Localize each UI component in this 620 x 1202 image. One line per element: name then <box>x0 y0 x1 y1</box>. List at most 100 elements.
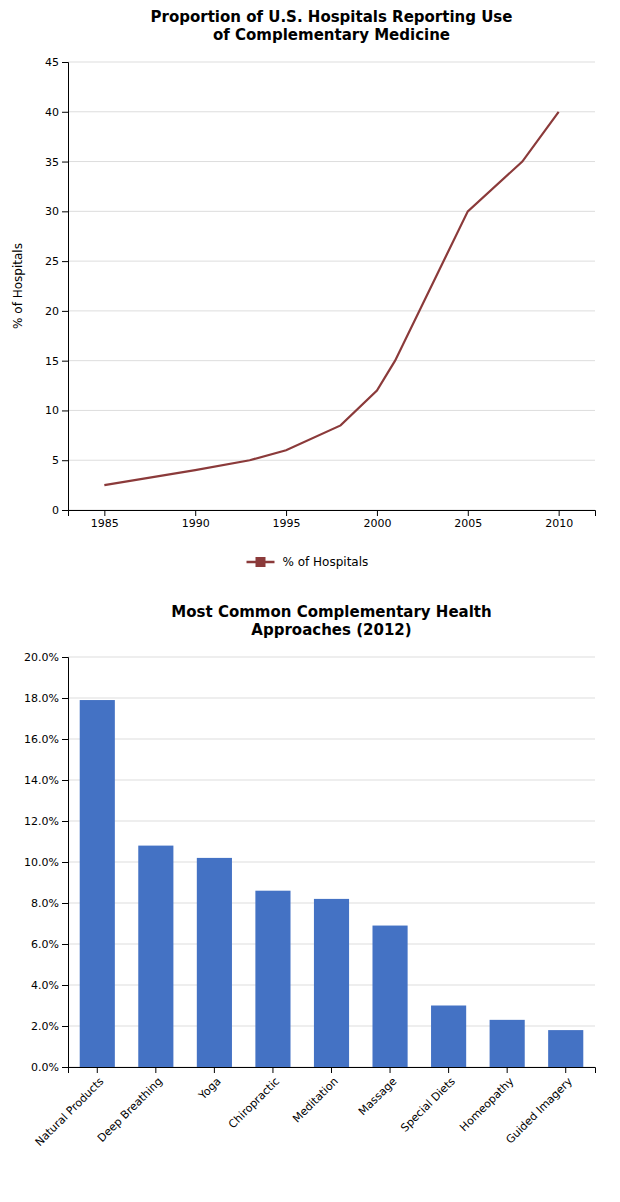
tick-mark <box>507 1067 508 1073</box>
tick-mark <box>155 1067 156 1073</box>
y-axis-tick: 10.0% <box>24 856 68 869</box>
tick-mark <box>62 985 68 986</box>
grid <box>68 657 595 1067</box>
grid-line <box>68 460 595 461</box>
tick-mark <box>62 698 68 699</box>
legend-label: % of Hospitals <box>283 555 369 569</box>
tick-label: 1985 <box>91 517 119 530</box>
tick-label: Special Diets <box>398 1075 458 1135</box>
chart-title: Proportion of U.S. Hospitals Reporting U… <box>151 8 513 44</box>
grid-line <box>68 780 595 781</box>
x-axis-tick: 2010 <box>545 510 573 530</box>
tick-mark <box>62 821 68 822</box>
chart-panel: Proportion of U.S. Hospitals Reporting U… <box>11 8 596 569</box>
tick-label: 18.0% <box>24 692 59 705</box>
tick-mark <box>62 657 68 658</box>
y-axis-tick: 2.0% <box>31 1020 68 1033</box>
tick-mark <box>565 1067 566 1073</box>
tick-mark <box>62 112 68 113</box>
grid-line <box>68 698 595 699</box>
x-axis-tick: Homeopathy <box>457 1067 517 1134</box>
tick-mark <box>62 1026 68 1027</box>
y-axis-tick: 6.0% <box>31 938 68 951</box>
y-axis-tick: 15 <box>45 355 68 368</box>
grid-line <box>68 310 595 311</box>
line <box>104 112 558 485</box>
tick-label: Massage <box>356 1075 399 1118</box>
tick-mark <box>62 903 68 904</box>
y-axis-tick: 35 <box>45 156 68 169</box>
tick-label: 8.0% <box>31 897 59 910</box>
tick-label: 25 <box>45 255 59 268</box>
grid-line <box>68 62 595 63</box>
bar <box>548 1030 583 1067</box>
grid <box>68 62 595 510</box>
tick-label: 2000 <box>363 517 391 530</box>
bar <box>372 926 407 1067</box>
y-axis-tick: 20.0% <box>24 651 68 664</box>
tick-mark <box>62 410 68 411</box>
chart-panel: Most Common Complementary HealthApproach… <box>24 603 595 1149</box>
grid-line <box>68 211 595 212</box>
tick-label: 30 <box>45 205 59 218</box>
tick-mark <box>62 261 68 262</box>
bar <box>80 700 115 1067</box>
x-axis-tick: 1985 <box>91 510 119 530</box>
plot-area: Natural ProductsDeep BreathingYogaChirop… <box>24 651 595 1149</box>
tick-label: 1990 <box>182 517 210 530</box>
x-axis-tick: 2005 <box>454 510 482 530</box>
tick-mark <box>195 510 196 516</box>
tick-mark <box>62 780 68 781</box>
tick-mark <box>62 862 68 863</box>
y-axis-tick: 4.0% <box>31 979 68 992</box>
tick-mark <box>559 510 560 516</box>
tick-mark <box>468 510 469 516</box>
x-axis: Natural ProductsDeep BreathingYogaChirop… <box>33 1067 596 1149</box>
tick-mark <box>62 1067 68 1068</box>
tick-label: 45 <box>45 56 59 69</box>
grid-line <box>68 657 595 658</box>
x-axis-line <box>69 1068 596 1074</box>
y-axis-tick: 45 <box>45 56 68 69</box>
bar <box>431 1006 466 1068</box>
marks <box>104 112 558 485</box>
grid-line <box>68 821 595 822</box>
y-axis-tick: 30 <box>45 205 68 218</box>
tick-mark <box>331 1067 332 1073</box>
grid-line <box>68 360 595 361</box>
bar <box>138 846 173 1067</box>
x-axis-tick: Chiropractic <box>226 1067 282 1131</box>
y-axis-tick: 20 <box>45 305 68 318</box>
tick-label: 10 <box>45 404 59 417</box>
y-axis-tick: 14.0% <box>24 774 68 787</box>
tick-mark <box>62 510 68 511</box>
x-axis: 198519901995200020052010 <box>69 510 596 530</box>
x-axis-tick: Massage <box>356 1067 399 1118</box>
tick-mark <box>62 361 68 362</box>
tick-label: Homeopathy <box>457 1075 517 1135</box>
x-axis-tick: Yoga <box>196 1067 224 1103</box>
tick-label: 35 <box>45 156 59 169</box>
tick-mark <box>97 1067 98 1073</box>
tick-label: 20 <box>45 305 59 318</box>
tick-label: 6.0% <box>31 938 59 951</box>
tick-mark <box>62 944 68 945</box>
y-axis-tick: 40 <box>45 106 68 119</box>
tick-label: 12.0% <box>24 815 59 828</box>
tick-label: 15 <box>45 355 59 368</box>
y-axis-tick: 12.0% <box>24 815 68 828</box>
y-axis-tick: 18.0% <box>24 692 68 705</box>
bar <box>255 891 290 1067</box>
legend-swatch-marker <box>256 557 266 567</box>
tick-label: Guided Imagery <box>503 1075 575 1147</box>
tick-mark <box>286 510 287 516</box>
y-axis-line <box>62 63 69 511</box>
tick-mark <box>62 739 68 740</box>
tick-label: 40 <box>45 106 59 119</box>
tick-mark <box>272 1067 273 1073</box>
marks <box>80 700 584 1067</box>
y-axis-tick: 10 <box>45 404 68 417</box>
bar <box>490 1020 525 1067</box>
tick-label: Yoga <box>196 1075 224 1103</box>
tick-label: 0 <box>52 504 59 517</box>
